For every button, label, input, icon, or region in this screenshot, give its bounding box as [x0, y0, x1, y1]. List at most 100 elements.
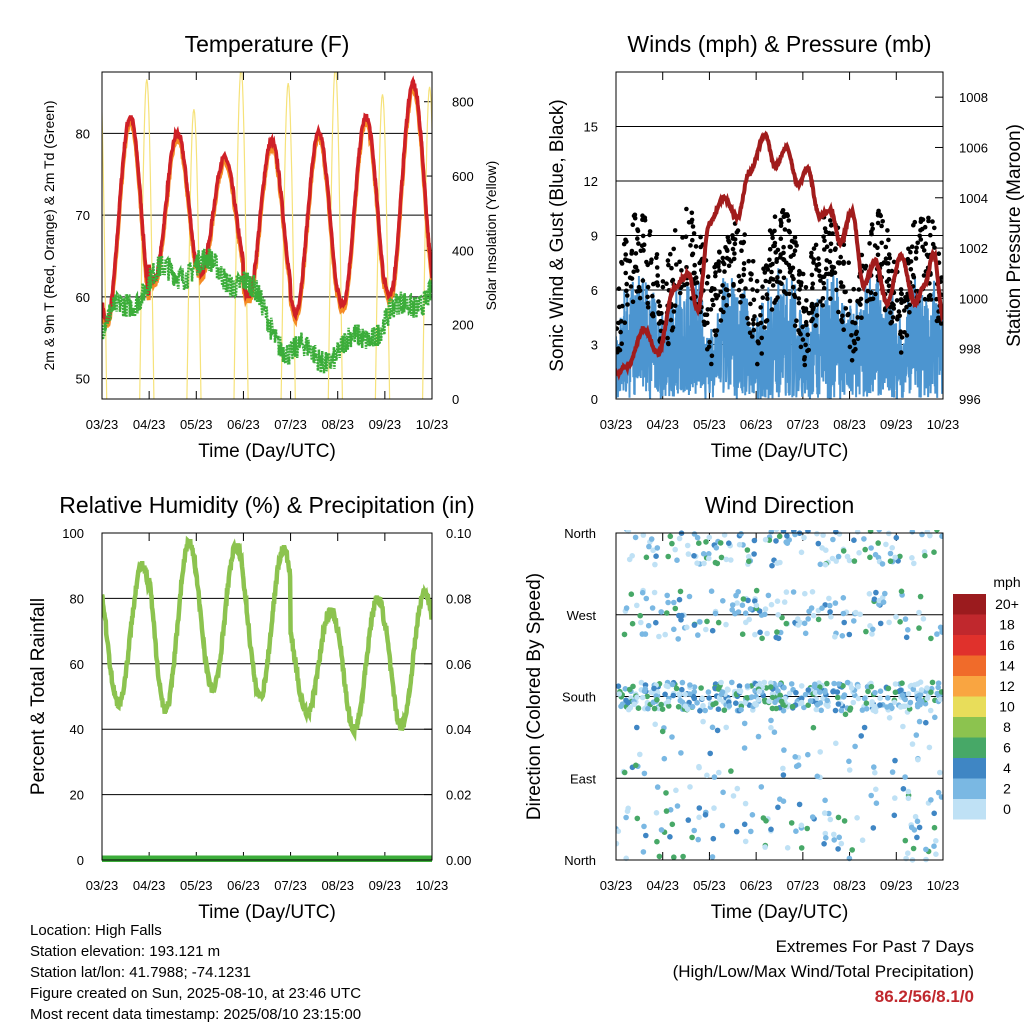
- x-tick-label: 10/23: [927, 878, 960, 893]
- gust-point: [816, 256, 821, 261]
- gust-point: [802, 355, 807, 360]
- gust-point: [731, 256, 737, 262]
- gust-point: [660, 284, 666, 290]
- gust-point: [726, 263, 732, 269]
- direction-point: [835, 681, 842, 687]
- direction-point: [687, 784, 693, 790]
- direction-point: [835, 553, 842, 560]
- gust-point: [855, 298, 860, 304]
- direction-point: [764, 630, 770, 637]
- direction-point: [781, 747, 787, 753]
- plot-frame: [101, 532, 433, 861]
- direction-point: [833, 740, 839, 747]
- gust-point: [690, 224, 696, 229]
- direction-point: [775, 804, 781, 811]
- direction-point: [706, 534, 713, 541]
- gust-point: [820, 303, 825, 308]
- gust-point: [722, 269, 727, 274]
- direction-point: [706, 695, 712, 701]
- direction-point: [827, 602, 833, 609]
- direction-point: [691, 695, 698, 702]
- direction-point: [795, 616, 801, 622]
- gust-point: [821, 285, 827, 291]
- gust-point: [623, 237, 628, 243]
- direction-point: [726, 540, 732, 546]
- gust-point: [902, 308, 907, 313]
- gust-point: [746, 258, 751, 264]
- direction-point: [644, 693, 650, 700]
- direction-point: [863, 628, 869, 635]
- direction-point: [784, 533, 790, 539]
- gust-point: [891, 306, 897, 311]
- direction-point: [621, 631, 628, 638]
- direction-point: [801, 704, 807, 711]
- gust-point: [736, 287, 742, 293]
- gust-point: [788, 254, 794, 259]
- direction-point: [912, 813, 919, 820]
- direction-point: [746, 558, 752, 565]
- gust-point: [853, 346, 858, 352]
- gust-point: [660, 279, 666, 284]
- gust-point: [760, 295, 766, 301]
- direction-point: [821, 810, 828, 816]
- direction-point: [832, 707, 839, 714]
- gust-point: [739, 293, 744, 299]
- direction-point: [638, 679, 645, 686]
- gust-point: [640, 278, 646, 283]
- gust-point: [683, 234, 689, 240]
- direction-point: [762, 606, 769, 612]
- direction-point: [892, 689, 899, 696]
- direction-point: [663, 808, 670, 814]
- direction-point: [855, 695, 862, 702]
- direction-point: [768, 717, 774, 724]
- direction-point: [884, 704, 890, 710]
- direction-point: [629, 620, 636, 627]
- direction-point: [638, 619, 644, 626]
- gust-point: [889, 301, 895, 306]
- direction-point: [909, 555, 915, 561]
- direction-point: [938, 794, 943, 800]
- gust-point: [803, 285, 809, 290]
- gust-point: [843, 289, 848, 295]
- gust-point: [750, 259, 756, 264]
- direction-point: [704, 772, 710, 779]
- direction-point: [840, 610, 847, 617]
- direction-point: [876, 597, 883, 604]
- gust-point: [668, 251, 673, 257]
- gust-point: [726, 257, 732, 262]
- legend-label: 8: [1003, 719, 1011, 735]
- direction-point: [831, 831, 837, 838]
- direction-point: [863, 706, 870, 712]
- gust-point: [672, 228, 678, 233]
- gust-point: [855, 336, 861, 342]
- direction-point: [892, 795, 898, 801]
- x-tick-label: 09/23: [369, 417, 402, 432]
- direction-point: [728, 557, 734, 563]
- legend-label: 12: [999, 678, 1015, 694]
- direction-point: [877, 688, 884, 694]
- gust-point: [888, 320, 893, 326]
- gust-point: [616, 346, 621, 351]
- gust-point: [833, 246, 838, 251]
- direction-point: [700, 718, 706, 725]
- gust-point: [899, 335, 905, 340]
- direction-point: [790, 589, 797, 595]
- panel-2: Winds (mph) & Pressure (mb) Time (Day/UTC…: [547, 31, 1024, 462]
- direction-point: [835, 846, 841, 852]
- direction-point: [626, 686, 633, 693]
- gust-point: [647, 232, 652, 238]
- direction-point: [893, 614, 899, 620]
- gust-point: [777, 280, 783, 285]
- direction-point: [752, 598, 758, 604]
- direction-point: [920, 616, 927, 622]
- gust-point: [902, 330, 907, 335]
- legend-label: 16: [999, 637, 1015, 653]
- direction-point: [789, 703, 796, 710]
- direction-point: [873, 800, 880, 806]
- direction-point: [824, 680, 830, 687]
- direction-point: [931, 810, 937, 817]
- direction-point: [822, 830, 829, 837]
- figure-created: Figure created on Sun, 2025-08-10, at 23…: [30, 985, 362, 1002]
- gust-point: [645, 284, 651, 290]
- direction-point: [639, 589, 646, 596]
